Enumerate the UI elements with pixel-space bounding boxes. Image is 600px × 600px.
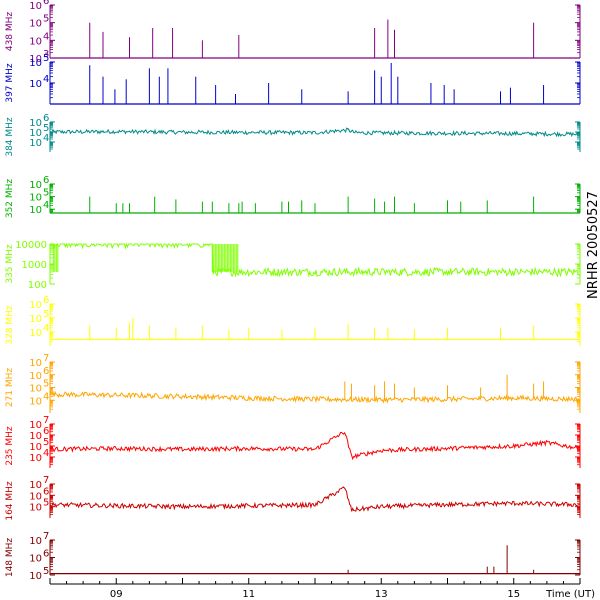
y-tick-label-exponent: 3 — [43, 49, 49, 60]
y-tick-label: 10 — [29, 118, 42, 129]
y-tick-label-exponent: 6 — [43, 486, 49, 497]
y-tick-label: 10 — [29, 503, 42, 514]
y-tick-label: 10 — [29, 442, 42, 453]
y-tick-label: 10 — [29, 54, 42, 65]
y-tick-label: 10 — [29, 1, 42, 12]
y-tick-label: 10 — [29, 384, 42, 395]
y-tick-label-exponent: 4 — [43, 391, 49, 402]
y-tick-label-exponent: 5 — [43, 379, 49, 390]
y-tick-label: 10 — [29, 180, 42, 191]
panel-label-335-mhz: 335 MHz — [5, 244, 15, 284]
y-tick-label-exponent: 7 — [43, 475, 49, 486]
series-trace-271-mhz — [49, 390, 581, 404]
panel-label-148-mhz: 148 MHz — [5, 538, 15, 578]
y-tick-label-exponent: 6 — [43, 549, 49, 560]
y-tick-label-exponent: 5 — [43, 14, 49, 25]
y-tick-label: 10 — [29, 491, 42, 502]
y-tick-label: 10 — [29, 431, 42, 442]
y-tick-label: 10 — [29, 128, 42, 139]
y-tick-label-exponent: 4 — [43, 133, 49, 144]
y-tick-label-exponent: 5 — [43, 309, 49, 320]
y-tick-label-exponent: 5 — [43, 437, 49, 448]
y-tick-label-exponent: 6 — [43, 113, 49, 124]
x-tick-label: 15 — [507, 589, 520, 600]
y-tick-label: 10 — [29, 19, 42, 30]
x-tick-label: 09 — [110, 589, 123, 600]
y-tick-label: 10 — [29, 554, 42, 565]
series-trace-335-mhz — [49, 242, 581, 278]
series-trace-235-mhz — [49, 431, 581, 461]
chart-title: NRHR 20050527 — [586, 191, 600, 299]
y-tick-label-exponent: 4 — [43, 448, 49, 459]
y-tick-label: 10 — [29, 79, 42, 90]
series-trace-384-mhz — [49, 127, 581, 138]
panel-label-352-mhz: 352 MHz — [5, 179, 15, 219]
y-tick-label-exponent: 6 — [43, 175, 49, 186]
y-tick-label-exponent: 5 — [43, 123, 49, 134]
panel-label-164-mhz: 164 MHz — [5, 481, 15, 521]
y-tick-label-exponent: 6 — [43, 295, 49, 306]
y-tick-label: 1000 — [22, 260, 47, 271]
y-tick-label: 10 — [29, 536, 42, 547]
y-tick-label: 10 — [29, 328, 42, 339]
y-tick-label: 10 — [29, 193, 42, 204]
y-tick-label-exponent: 4 — [43, 31, 49, 42]
y-tick-label: 10 — [29, 420, 42, 431]
panel-label-384-mhz: 384 MHz — [5, 117, 15, 157]
y-tick-label: 10 — [29, 36, 42, 47]
y-tick-label-exponent: 6 — [43, 366, 49, 377]
y-tick-label: 10 — [29, 396, 42, 407]
y-tick-label: 10 — [29, 371, 42, 382]
y-tick-label-exponent: 7 — [43, 415, 49, 426]
y-tick-label-exponent: 4 — [43, 200, 49, 211]
y-tick-label: 10 — [29, 571, 42, 582]
y-tick-label-exponent: 4 — [43, 323, 49, 334]
y-tick-label-exponent: 7 — [43, 531, 49, 542]
y-tick-label: 10 — [29, 58, 42, 69]
y-tick-label: 10 — [29, 453, 42, 464]
y-tick-label: 10 — [29, 480, 42, 491]
series-trace-164-mhz — [49, 486, 581, 512]
y-tick-label: 10 — [29, 205, 42, 216]
panel-label-271-mhz: 271 MHz — [5, 368, 15, 408]
x-tick-label: 13 — [375, 589, 388, 600]
y-tick-label-exponent: 5 — [43, 188, 49, 199]
panel-label-328-mhz: 328 MHz — [5, 305, 15, 345]
y-tick-label-exponent: 5 — [43, 53, 49, 64]
panel-label-397-mhz: 397 MHz — [5, 63, 15, 103]
y-tick-label: 10 — [29, 358, 42, 369]
panel-label-235-mhz: 235 MHz — [5, 426, 15, 466]
y-tick-label-exponent: 6 — [43, 426, 49, 437]
y-tick-label: 10 — [29, 300, 42, 311]
panel-label-438-mhz: 438 MHz — [5, 12, 15, 52]
y-tick-label: 10 — [29, 138, 42, 149]
y-tick-label-exponent: 4 — [43, 74, 49, 85]
x-axis-label: Time (UT) — [545, 589, 595, 600]
y-tick-label: 100 — [28, 280, 47, 291]
y-tick-label-exponent: 7 — [43, 353, 49, 364]
y-tick-label-exponent: 5 — [43, 498, 49, 509]
y-tick-label: 10 — [29, 314, 42, 325]
y-tick-label-exponent: 5 — [43, 566, 49, 577]
y-tick-label-exponent: 6 — [43, 0, 49, 7]
y-tick-label: 10000 — [15, 240, 47, 251]
x-tick-label: 11 — [242, 589, 255, 600]
